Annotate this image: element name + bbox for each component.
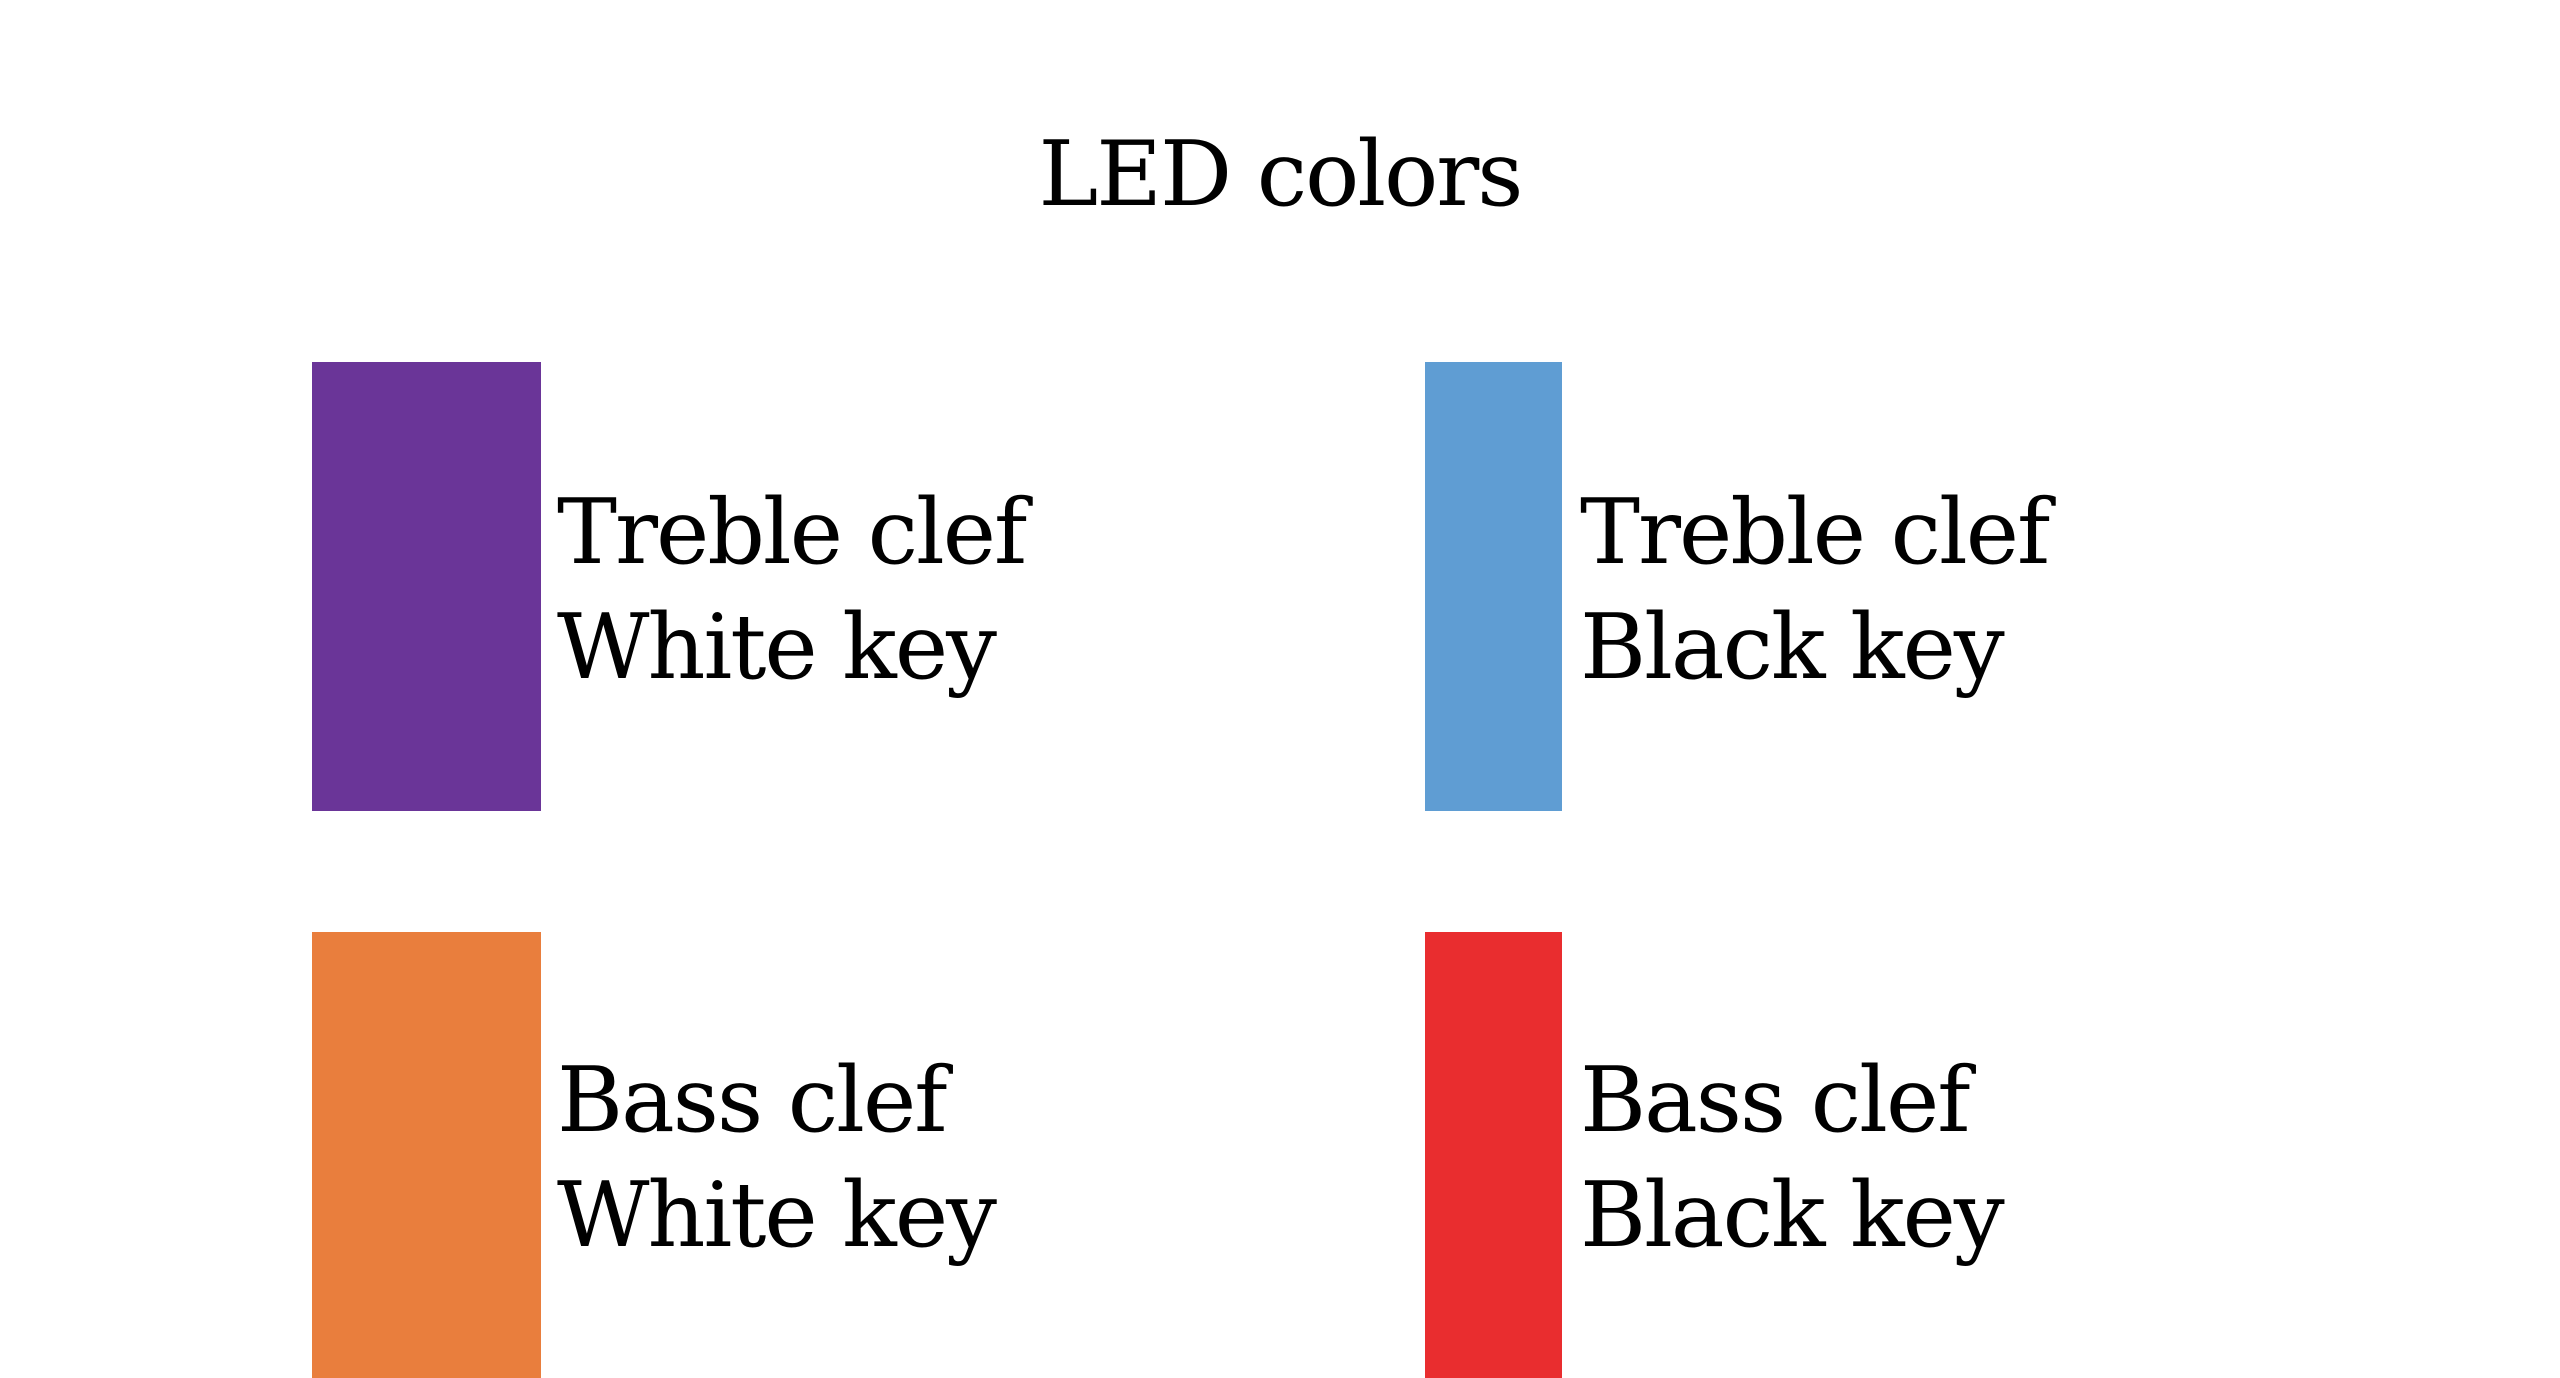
label-bass-white: Bass clef White key bbox=[557, 1043, 997, 1273]
swatch-treble-white bbox=[312, 362, 541, 811]
label-bass-black-clef: Bass clef bbox=[1580, 1048, 1971, 1153]
legend-title: LED colors bbox=[1038, 122, 1524, 227]
swatch-bass-black bbox=[1425, 932, 1562, 1378]
label-treble-black-key: Black key bbox=[1580, 595, 2005, 700]
swatch-bass-white bbox=[312, 932, 541, 1378]
label-bass-white-key: White key bbox=[557, 1163, 997, 1268]
label-bass-black: Bass clef Black key bbox=[1580, 1043, 2005, 1273]
label-treble-black: Treble clef Black key bbox=[1580, 475, 2050, 705]
label-treble-white-clef: Treble clef bbox=[557, 480, 1027, 585]
label-treble-white-key: White key bbox=[557, 595, 997, 700]
label-treble-white: Treble clef White key bbox=[557, 475, 1027, 705]
label-bass-black-key: Black key bbox=[1580, 1163, 2005, 1268]
label-bass-white-clef: Bass clef bbox=[557, 1048, 948, 1153]
label-treble-black-clef: Treble clef bbox=[1580, 480, 2050, 585]
swatch-treble-black bbox=[1425, 362, 1562, 811]
